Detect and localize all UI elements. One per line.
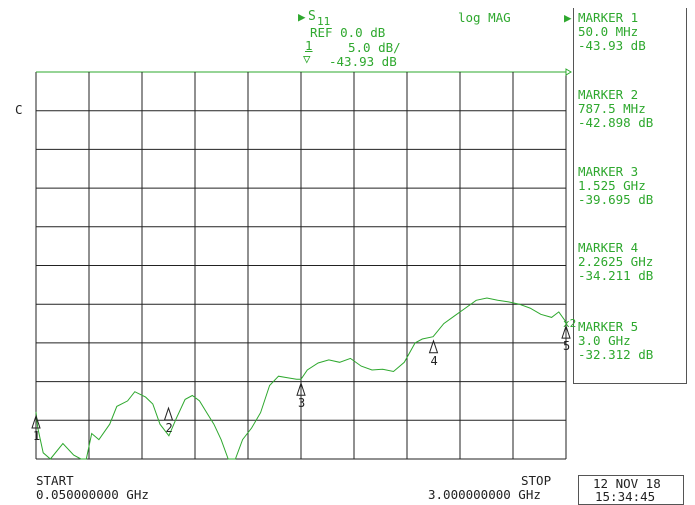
display-format: log MAG (458, 10, 511, 25)
s11-trace (35, 297, 567, 460)
marker-title: MARKER 5 (578, 319, 639, 334)
marker-4-triangle-icon (428, 339, 439, 354)
marker-title: MARKER 1 (578, 10, 639, 25)
marker-value: -39.695 dB (578, 192, 654, 207)
active-marker-icon: ▶ (564, 10, 572, 25)
trace-end-label: x2 (563, 317, 577, 330)
parameter-label: S (308, 9, 316, 24)
marker-title: MARKER 2 (578, 87, 639, 102)
date: 12 NOV 18 (593, 476, 661, 491)
parameter-subscript: 11 (317, 15, 331, 28)
marker-frequency: 50.0 MHz (578, 24, 639, 39)
time: 15:34:45 (595, 489, 656, 504)
marker-frequency: 1.525 GHz (578, 178, 646, 193)
marker-symbols: 1 2 3 4 5 (31, 324, 571, 443)
marker-3-number: 3 (298, 396, 305, 410)
marker-title: MARKER 4 (578, 240, 639, 255)
marker-frequency: 3.0 GHz (578, 333, 631, 348)
marker-5-number: 5 (563, 339, 570, 353)
marker-4-number: 4 (431, 354, 438, 368)
ref-arrow-icon: ▽ (303, 51, 311, 66)
start-frequency: 0.050000000 GHz (36, 487, 149, 502)
reference-number: 1 (305, 38, 313, 53)
marker-frequency: 787.5 MHz (578, 101, 646, 116)
marker-1-number: 1 (33, 429, 40, 443)
marker-2-number: 2 (166, 421, 173, 435)
channel-flag: C (15, 102, 23, 117)
reference-line-marker (565, 68, 572, 76)
marker-frequency: 2.2625 GHz (578, 254, 654, 269)
marker-value: -34.211 dB (578, 268, 654, 283)
stop-frequency: 3.000000000 GHz (428, 487, 541, 502)
reference-level: REF 0.0 dB (310, 25, 386, 40)
marker-2-triangle-icon (163, 406, 174, 421)
marker-title: MARKER 3 (578, 164, 639, 179)
marker-5-triangle-icon (561, 324, 571, 339)
date-time-box: 12 NOV 18 15:34:45 (578, 475, 684, 505)
marker-value: -43.93 dB (578, 38, 646, 53)
marker-value: -42.898 dB (578, 115, 654, 130)
parameter-triangle-icon: ▶ (298, 9, 306, 24)
marker-panel: ▶ MARKER 1 50.0 MHz -43.93 dB MARKER 2 7… (564, 8, 687, 384)
stop-label: STOP (521, 473, 552, 488)
graticule (35, 71, 567, 460)
reference-pointer-icon (565, 68, 572, 76)
active-marker-value: -43.93 dB (329, 54, 397, 69)
marker-1-triangle-icon (31, 414, 41, 429)
marker-value: -32.312 dB (578, 347, 654, 362)
marker-3-triangle-icon (296, 381, 306, 396)
scale-per-division: 5.0 dB/ (348, 40, 401, 55)
start-label: START (36, 473, 74, 488)
